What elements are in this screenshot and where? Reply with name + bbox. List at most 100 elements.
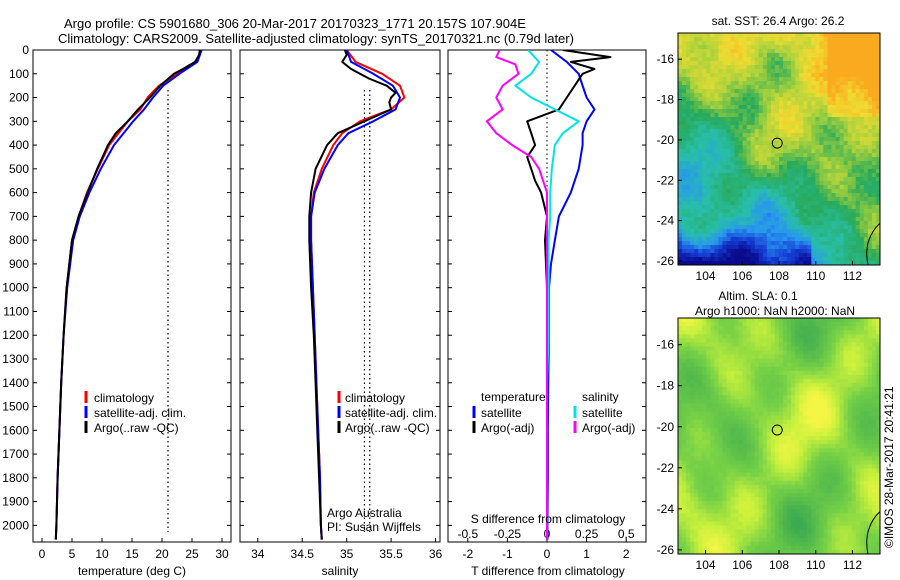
map-cell (855, 370, 861, 376)
map-cell (702, 97, 707, 102)
map-cell (815, 149, 820, 154)
map-cell (795, 358, 800, 364)
map-cell (734, 237, 740, 242)
map-cell (766, 366, 772, 372)
map-cell (795, 444, 800, 449)
map-cell (815, 185, 820, 190)
map-cell (718, 419, 724, 425)
map-cell (787, 205, 792, 210)
map-cell (787, 53, 792, 58)
map-cell (758, 399, 764, 405)
map-cell (871, 318, 877, 323)
map-cell (783, 237, 788, 242)
map-cell (847, 411, 853, 417)
map-cell (698, 391, 703, 396)
map-cell (734, 137, 740, 142)
map-cell (730, 330, 736, 335)
map-cell (779, 213, 784, 218)
map-cell (875, 221, 880, 226)
map-cell (690, 419, 695, 425)
map-cell (847, 334, 853, 339)
map-y-tick-label: -24 (657, 214, 675, 228)
map-cell (730, 93, 736, 98)
map-cell (823, 201, 829, 206)
map-cell (831, 97, 837, 102)
map-cell (694, 85, 699, 90)
map-cell (787, 125, 792, 130)
map-cell (871, 89, 877, 94)
map-cell (851, 354, 857, 360)
map-cell (746, 37, 752, 42)
map-cell (698, 362, 703, 368)
map-cell (871, 387, 877, 392)
map-cell (734, 125, 740, 130)
map-cell (726, 225, 732, 230)
map-cell (702, 93, 707, 98)
map-cell (682, 444, 687, 449)
map-cell (698, 253, 703, 258)
map-cell (742, 346, 748, 352)
map-cell (827, 165, 833, 170)
map-cell (774, 65, 780, 70)
map-cell (863, 177, 869, 182)
map-cell (702, 407, 707, 413)
map-cell (754, 225, 760, 230)
map-cell (694, 411, 699, 417)
map-cell (859, 362, 865, 368)
map-cell (867, 213, 873, 218)
map-cell (791, 205, 796, 210)
map-cell (690, 157, 695, 162)
map-cell (714, 137, 719, 142)
map-cell (859, 73, 865, 78)
map-cell (722, 338, 728, 344)
map-cell (799, 350, 804, 356)
map-cell (843, 85, 849, 90)
map-cell (867, 444, 873, 449)
map-cell (811, 249, 816, 254)
map-cell (682, 342, 687, 348)
map-cell (871, 374, 877, 380)
map-cell (819, 53, 825, 58)
map-cell (855, 350, 861, 356)
map-cell (726, 97, 732, 102)
map-cell (831, 213, 837, 218)
map-cell (774, 89, 780, 94)
map-cell (758, 370, 764, 376)
map-cell (718, 334, 724, 339)
map-cell (718, 415, 724, 421)
map-cell (742, 330, 748, 335)
map-cell (811, 141, 816, 146)
map-cell (746, 185, 752, 190)
map-cell (795, 69, 800, 74)
map-cell (863, 334, 869, 339)
map-cell (678, 374, 683, 380)
map-cell (690, 149, 695, 154)
map-cell (690, 137, 695, 142)
map-cell (819, 257, 825, 262)
map-cell (815, 173, 820, 178)
map-cell (718, 366, 724, 372)
map-cell (823, 125, 829, 130)
map-cell (859, 209, 865, 214)
map-cell (843, 395, 849, 400)
map-cell (702, 169, 707, 174)
map-cell (819, 161, 825, 166)
map-cell (787, 403, 792, 409)
map-cell (867, 97, 873, 102)
map-cell (774, 85, 780, 90)
map-cell (706, 73, 711, 78)
map-cell (875, 125, 880, 130)
map-cell (823, 205, 829, 210)
map-cell (871, 241, 877, 246)
map-cell (734, 77, 740, 82)
map-cell (678, 121, 683, 126)
map-cell (843, 165, 849, 170)
map-cell (678, 387, 683, 392)
map-cell (799, 241, 804, 246)
map-cell (726, 403, 732, 409)
map-cell (863, 205, 869, 210)
map-cell (839, 221, 845, 226)
map-cell (863, 399, 869, 405)
map-cell (770, 113, 776, 118)
map-cell (762, 49, 768, 54)
